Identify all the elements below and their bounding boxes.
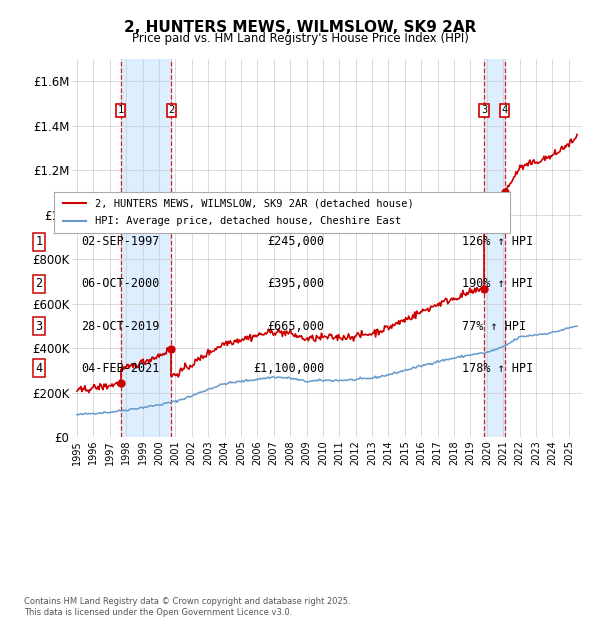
Text: 1: 1 (35, 236, 43, 248)
Text: 1: 1 (118, 105, 124, 115)
Text: HPI: Average price, detached house, Cheshire East: HPI: Average price, detached house, Ches… (95, 216, 401, 226)
Text: 2, HUNTERS MEWS, WILMSLOW, SK9 2AR: 2, HUNTERS MEWS, WILMSLOW, SK9 2AR (124, 20, 476, 35)
Text: 2: 2 (35, 278, 43, 290)
Text: 190% ↑ HPI: 190% ↑ HPI (462, 278, 533, 290)
Bar (484, 59, 505, 437)
Text: 3: 3 (481, 105, 487, 115)
Text: Contains HM Land Registry data © Crown copyright and database right 2025.
This d: Contains HM Land Registry data © Crown c… (24, 598, 350, 617)
Text: 126% ↑ HPI: 126% ↑ HPI (462, 236, 533, 248)
Text: 4: 4 (35, 362, 43, 374)
Text: 02-SEP-1997: 02-SEP-1997 (81, 236, 160, 248)
Text: £665,000: £665,000 (267, 320, 324, 332)
Text: 28-OCT-2019: 28-OCT-2019 (81, 320, 160, 332)
Text: 77% ↑ HPI: 77% ↑ HPI (462, 320, 526, 332)
Text: 4: 4 (502, 105, 508, 115)
Text: 04-FEB-2021: 04-FEB-2021 (81, 362, 160, 374)
Text: £245,000: £245,000 (267, 236, 324, 248)
Text: 2, HUNTERS MEWS, WILMSLOW, SK9 2AR (detached house): 2, HUNTERS MEWS, WILMSLOW, SK9 2AR (deta… (95, 198, 414, 208)
Text: 178% ↑ HPI: 178% ↑ HPI (462, 362, 533, 374)
Text: 06-OCT-2000: 06-OCT-2000 (81, 278, 160, 290)
Bar (121, 59, 171, 437)
Text: £1,100,000: £1,100,000 (253, 362, 324, 374)
Text: Price paid vs. HM Land Registry's House Price Index (HPI): Price paid vs. HM Land Registry's House … (131, 32, 469, 45)
Text: 3: 3 (35, 320, 43, 332)
Text: 2: 2 (168, 105, 175, 115)
Text: £395,000: £395,000 (267, 278, 324, 290)
